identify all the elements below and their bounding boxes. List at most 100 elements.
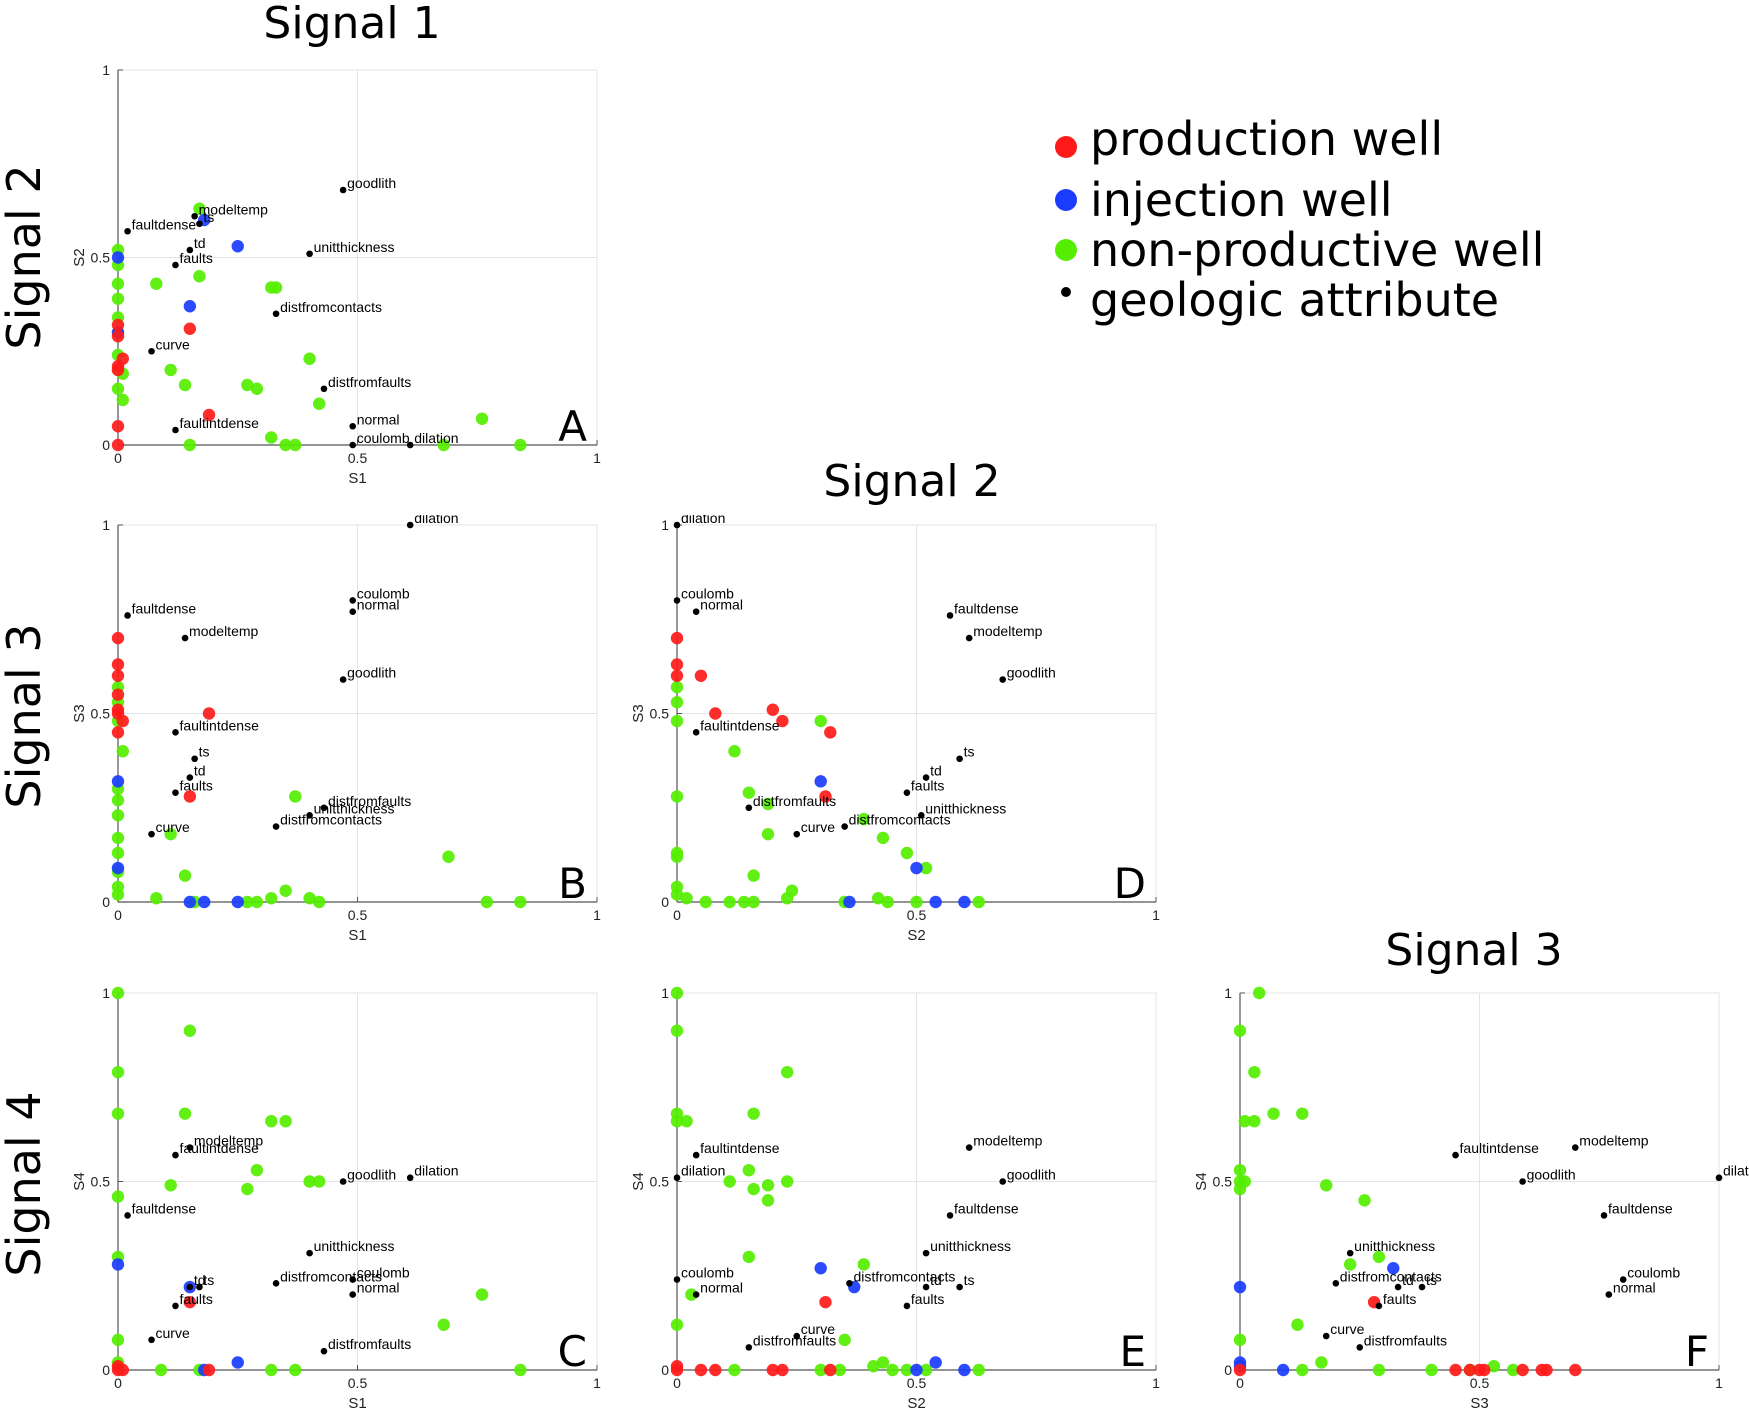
nonproductive-well-point <box>728 1363 741 1377</box>
legend-label-nonproductive: non-productive well <box>1090 223 1544 277</box>
nonproductive-well-point <box>833 1363 847 1377</box>
injection-well-point <box>183 300 197 313</box>
attribute-point <box>692 608 700 616</box>
nonproductive-well-point <box>265 892 278 905</box>
attribute-point <box>172 426 179 434</box>
attribute-label: modeltemp <box>199 201 268 217</box>
y-tick-label: 1 <box>1224 985 1232 1001</box>
attribute-point <box>1322 1332 1330 1340</box>
nonproductive-well-point <box>670 850 684 863</box>
nonproductive-well-point <box>881 895 894 909</box>
attribute-label: distfromfaults <box>1364 1332 1447 1348</box>
production-well-point <box>116 352 129 365</box>
attribute-label: unitthickness <box>930 1238 1011 1254</box>
nonproductive-well-point <box>900 1363 914 1377</box>
y-tick-label: 0 <box>102 437 110 453</box>
attribute-label: goodlith <box>347 175 396 191</box>
attribute-label: normal <box>357 1280 400 1296</box>
nonproductive-well-point <box>670 888 684 901</box>
attribute-point <box>181 634 189 642</box>
production-well-point <box>709 1363 722 1377</box>
attribute-point <box>946 612 954 619</box>
nonproductive-well-point <box>116 745 129 758</box>
y-tick-label: 0.5 <box>91 1174 111 1190</box>
production-well-point <box>1463 1363 1477 1377</box>
nonproductive-well-point <box>1487 1360 1501 1373</box>
attribute-point <box>1356 1344 1364 1351</box>
x-tick-label: 0 <box>114 450 122 466</box>
attribute-point <box>692 1151 700 1159</box>
row-title-signal-2: Signal 2 <box>0 164 51 349</box>
nonproductive-well-point <box>475 412 489 425</box>
nonproductive-well-point <box>723 1175 736 1188</box>
attribute-label: unitthickness <box>925 800 1006 816</box>
x-axis-label: S3 <box>1470 1395 1488 1412</box>
nonproductive-well-point <box>193 202 206 215</box>
production-well-point <box>1569 1363 1582 1377</box>
nonproductive-well-point <box>303 352 316 365</box>
attribute-label: td <box>1402 1272 1414 1288</box>
attribute-point <box>172 729 179 736</box>
attribute-label: ts <box>964 744 975 760</box>
nonproductive-well-point <box>164 363 177 377</box>
attribute-point <box>922 774 930 781</box>
production-well-point <box>202 408 216 422</box>
production-well-point <box>116 1363 129 1377</box>
attribute-label: coulomb <box>357 1265 410 1281</box>
nonproductive-well-point <box>761 797 775 811</box>
attribute-label: coulomb <box>681 585 734 601</box>
nonproductive-well-point <box>193 270 206 283</box>
attribute-label: td <box>194 1272 206 1288</box>
attribute-point <box>1452 1151 1459 1159</box>
legend-swatch-production <box>1055 136 1077 158</box>
nonproductive-well-point <box>164 827 177 841</box>
injection-well-point <box>910 861 923 875</box>
nonproductive-well-point <box>670 1318 684 1331</box>
attribute-point <box>186 1144 194 1151</box>
nonproductive-well-point <box>178 869 192 882</box>
column-title-signal-2: Signal 2 <box>823 456 1000 507</box>
injection-well-point <box>929 895 942 909</box>
legend: production well injection well non-produ… <box>1055 112 1544 327</box>
production-well-point <box>111 420 125 433</box>
attribute-label: dilation <box>1723 1163 1749 1179</box>
attribute-point <box>349 597 357 604</box>
nonproductive-well-point <box>742 1250 756 1264</box>
x-tick-label: 1 <box>1152 907 1160 923</box>
attribute-point <box>999 676 1007 683</box>
attribute-label: ts <box>203 1272 214 1288</box>
attribute-label: curve <box>801 1321 835 1337</box>
nonproductive-well-point <box>1238 1114 1251 1128</box>
x-tick-label: 1 <box>593 907 601 923</box>
nonproductive-well-point <box>116 393 129 407</box>
attribute-point <box>196 1283 203 1291</box>
nonproductive-well-point <box>1248 1065 1261 1079</box>
x-axis-label: S1 <box>348 1395 366 1412</box>
production-well-point <box>111 688 125 701</box>
attribute-label: td <box>194 763 206 779</box>
nonproductive-well-point <box>475 1288 489 1301</box>
production-well-point <box>111 330 125 343</box>
nonproductive-well-point <box>111 1333 125 1347</box>
nonproductive-well-point <box>1425 1363 1438 1377</box>
attribute-label: distfromcontacts <box>280 1268 382 1284</box>
nonproductive-well-point <box>111 809 125 822</box>
nonproductive-well-point <box>857 812 871 826</box>
nonproductive-well-point <box>312 397 326 410</box>
injection-well-point <box>111 775 125 788</box>
production-well-point <box>183 322 197 335</box>
nonproductive-well-point <box>111 382 125 395</box>
injection-well-point <box>111 861 125 875</box>
attribute-label: faults <box>179 1291 212 1307</box>
nonproductive-well-point <box>241 1182 254 1196</box>
nonproductive-well-point <box>814 1363 827 1377</box>
nonproductive-well-point <box>150 892 163 905</box>
panel-letter: D <box>1114 859 1146 908</box>
nonproductive-well-point <box>241 895 254 909</box>
x-axis-label: S2 <box>907 927 925 944</box>
